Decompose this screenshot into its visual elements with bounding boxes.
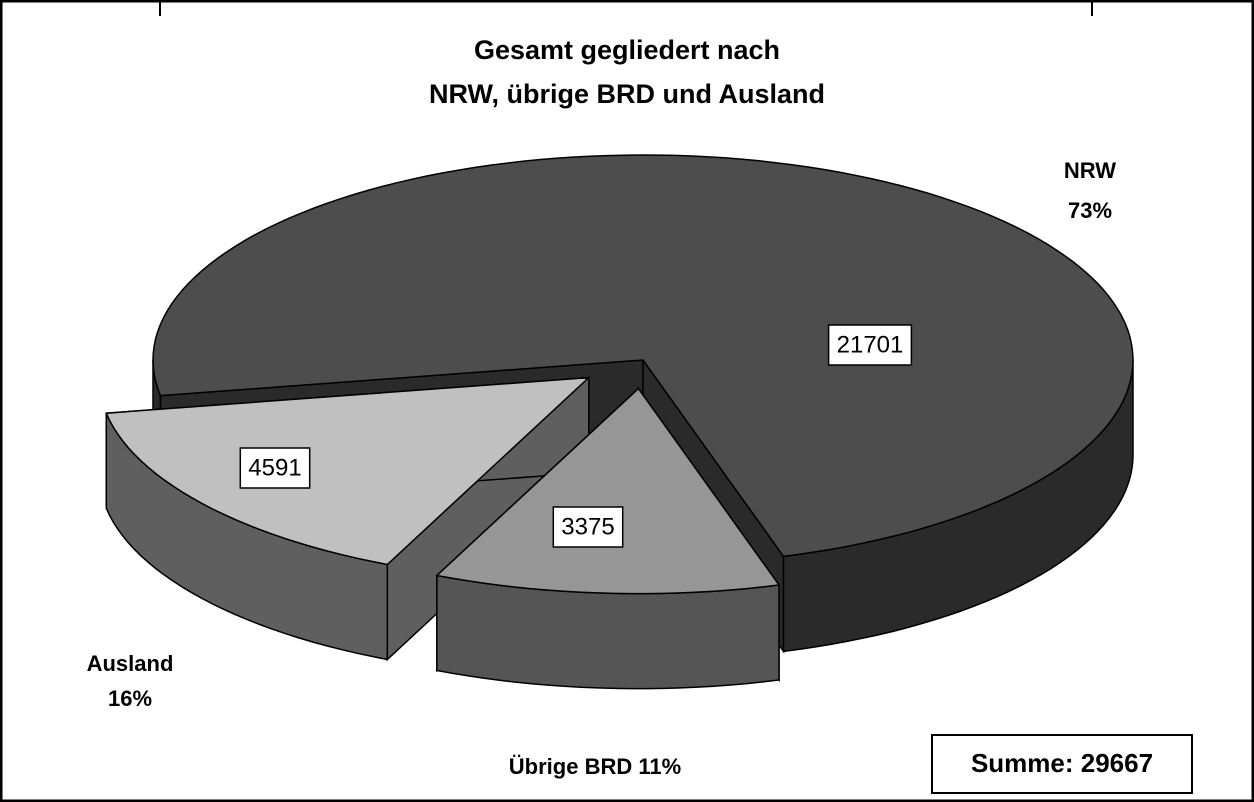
value-label: 3375 [561,513,614,540]
value-label: 4591 [248,454,301,481]
chart-title: NRW, übrige BRD und Ausland [429,79,825,109]
category-name: Übrige BRD [509,754,632,779]
value-label-box [552,506,624,548]
pie [105,154,1134,690]
category-label: Ausland [87,651,174,676]
annotation: Summe: 29667 [971,748,1153,778]
percent-label: 73% [1068,198,1112,223]
category-label: Übrige BRD 11% [509,754,681,779]
percent-label: 16% [108,686,152,711]
value-label: 21701 [837,331,904,358]
slice [105,376,591,566]
percent-label: 11% [638,754,681,779]
chart-title: Gesamt gegliedert nach [474,35,780,65]
value-label-box [239,447,311,489]
value-label-box [827,324,913,366]
slice [152,154,1134,558]
slice [435,387,781,595]
annotation-box [931,734,1193,794]
category-label: NRW [1064,158,1116,183]
